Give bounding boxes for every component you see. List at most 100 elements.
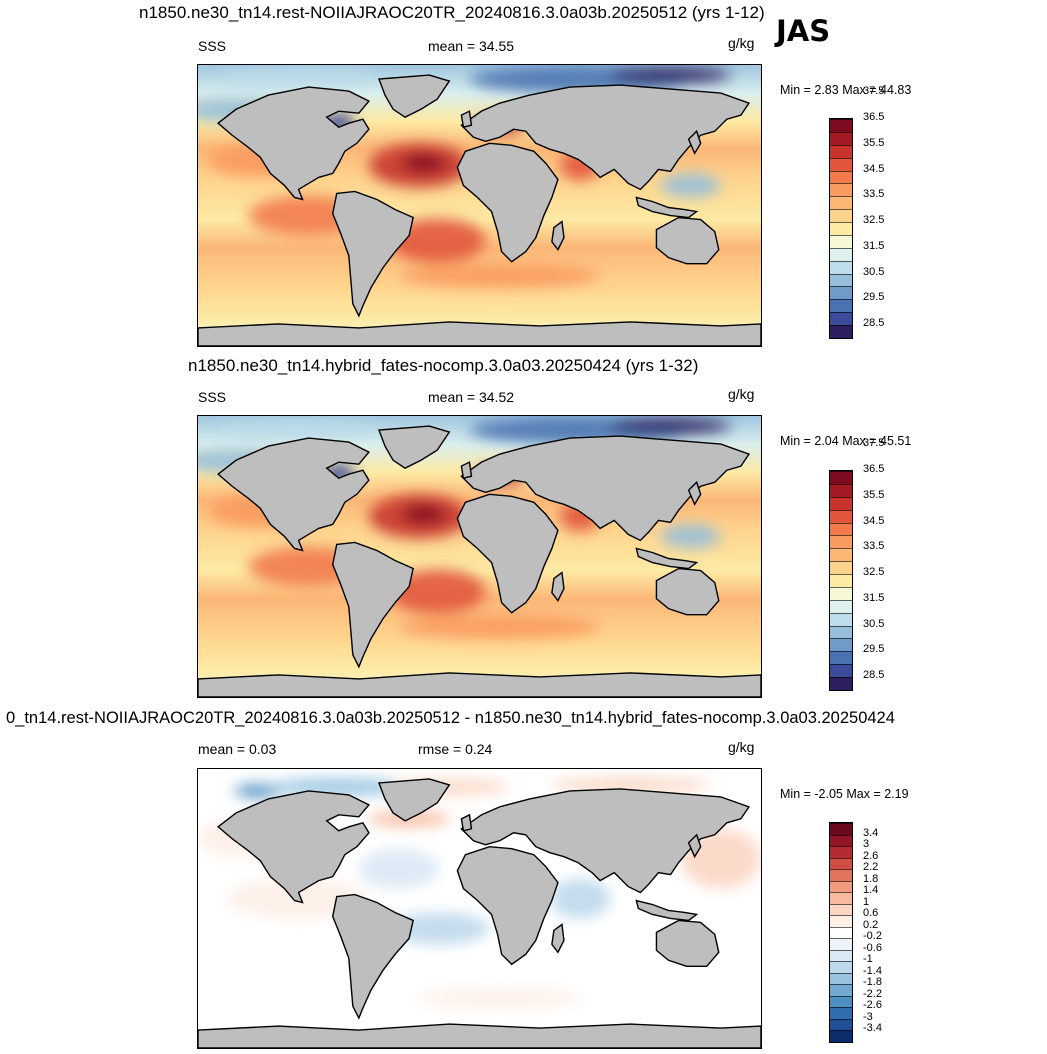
land-japan	[687, 129, 702, 155]
field-blob	[660, 524, 721, 549]
field-blob	[389, 218, 486, 263]
land-north-america	[216, 790, 371, 904]
land-eurasia	[460, 435, 751, 542]
land-north-america	[216, 86, 371, 201]
panel3-units-label: g/kg	[728, 739, 755, 755]
land-eurasia	[460, 84, 751, 191]
colorbar-cell	[830, 984, 852, 996]
panel2-mean-label: mean = 34.52	[428, 389, 515, 405]
colorbar-cell	[830, 651, 852, 665]
field-blob	[660, 173, 721, 198]
colorbar-cell	[830, 880, 852, 893]
colorbar-tick-label: -3	[863, 1010, 873, 1023]
panel1-mean-label: mean = 34.55	[428, 38, 515, 54]
land-uk	[460, 110, 473, 129]
season-label: JAS	[776, 14, 831, 48]
colorbar-tick-label: -0.6	[863, 941, 882, 954]
colorbar-cell	[830, 496, 852, 510]
land-australia	[655, 567, 720, 616]
colorbar-tick-label: -3.4	[863, 1022, 882, 1035]
land-indonesia	[635, 196, 699, 219]
colorbar-tick-label: 31.5	[863, 591, 885, 604]
land-japan	[687, 480, 702, 506]
colorbar-tick-label: -1.4	[863, 964, 882, 977]
colorbar-cell	[830, 846, 852, 858]
colorbar-tick-label: 36.5	[863, 111, 885, 123]
panel2-variable-label: SSS	[198, 389, 227, 405]
land-antarctica	[198, 321, 761, 346]
colorbar-cell	[830, 483, 852, 497]
colorbar-tick-label: 3	[863, 838, 870, 851]
field-blob	[358, 848, 440, 889]
land-africa	[456, 493, 559, 614]
colorbar-tick-label: 36.5	[863, 463, 885, 475]
colorbar-cell	[830, 586, 852, 600]
colorbar-cell	[830, 522, 852, 536]
colorbar-tick-label: 32.5	[863, 214, 885, 227]
colorbar-cell	[830, 995, 852, 1008]
panel1-map	[197, 64, 762, 347]
colorbar-tick-label: 2.2	[863, 861, 879, 874]
land-antarctica	[198, 1023, 761, 1048]
colorbar-cell	[830, 1030, 852, 1042]
panel3-map	[197, 768, 762, 1049]
colorbar-cell	[830, 471, 852, 484]
land-indonesia	[635, 899, 699, 922]
colorbar-tick-label: -1.8	[863, 976, 882, 989]
land-south-america	[331, 893, 414, 1020]
colorbar-cell	[830, 823, 852, 835]
colorbar-cell	[830, 196, 852, 210]
colorbar-tick-label: 37.5	[863, 85, 885, 98]
field-blob	[549, 878, 611, 919]
land-australia	[655, 216, 720, 265]
panel3-rmse-label: rmse = 0.24	[418, 741, 493, 757]
colorbar-cell	[830, 961, 852, 973]
colorbar-tick-label: 3.4	[863, 826, 879, 839]
panel3-colorbar	[829, 822, 853, 1043]
land-greenland	[377, 778, 451, 822]
colorbar-cell	[830, 183, 852, 197]
panel2-minmax: Min = 2.04 Max = 45.51	[780, 434, 912, 448]
land-south-america	[331, 541, 414, 669]
colorbar-tick-label: 2.6	[863, 849, 879, 862]
colorbar-cell	[830, 1018, 852, 1031]
land-japan	[687, 833, 702, 859]
colorbar-tick-label: 0.6	[863, 907, 879, 920]
land-madagascar	[551, 220, 565, 251]
panel2-title: n1850.ne30_tn14.hybrid_fates-nocomp.3.0a…	[188, 356, 699, 375]
field-blob	[389, 912, 490, 945]
field-blob	[549, 776, 711, 793]
colorbar-cell	[830, 938, 852, 950]
colorbar-tick-label: 33.5	[863, 540, 885, 553]
land-eurasia	[460, 788, 751, 894]
colorbar-cell	[830, 972, 852, 985]
land-south-america	[331, 190, 414, 318]
colorbar-tick-label: 34.5	[863, 514, 885, 527]
colorbar-tick-label: 35.5	[863, 488, 885, 501]
colorbar-tick-label: 34.5	[863, 162, 885, 175]
panel1-variable-label: SSS	[198, 38, 227, 54]
colorbar-cell	[830, 892, 852, 904]
colorbar-cell	[830, 273, 852, 287]
field-blob	[389, 569, 486, 614]
land-madagascar	[551, 571, 565, 602]
colorbar-tick-label: 30.5	[863, 617, 885, 630]
colorbar-cell	[830, 119, 852, 132]
colorbar-tick-label: 1.4	[863, 884, 879, 897]
colorbar-cell	[830, 1007, 852, 1019]
colorbar-tick-label: -2.2	[863, 987, 882, 1000]
land-africa	[456, 142, 559, 263]
colorbar-cell	[830, 312, 852, 326]
colorbar-tick-label: 1	[863, 895, 870, 908]
field-blob	[399, 614, 601, 639]
colorbar-cell	[830, 949, 852, 962]
field-blob	[419, 988, 581, 1009]
land-north-america	[216, 437, 371, 552]
colorbar-cell	[830, 638, 852, 652]
colorbar-tick-label: 1.8	[863, 872, 879, 885]
colorbar-tick-label: -1	[863, 953, 873, 966]
land-uk	[460, 813, 473, 832]
land-greenland	[377, 74, 451, 118]
colorbar-cell	[830, 561, 852, 575]
panel2-colorbar	[829, 470, 853, 691]
